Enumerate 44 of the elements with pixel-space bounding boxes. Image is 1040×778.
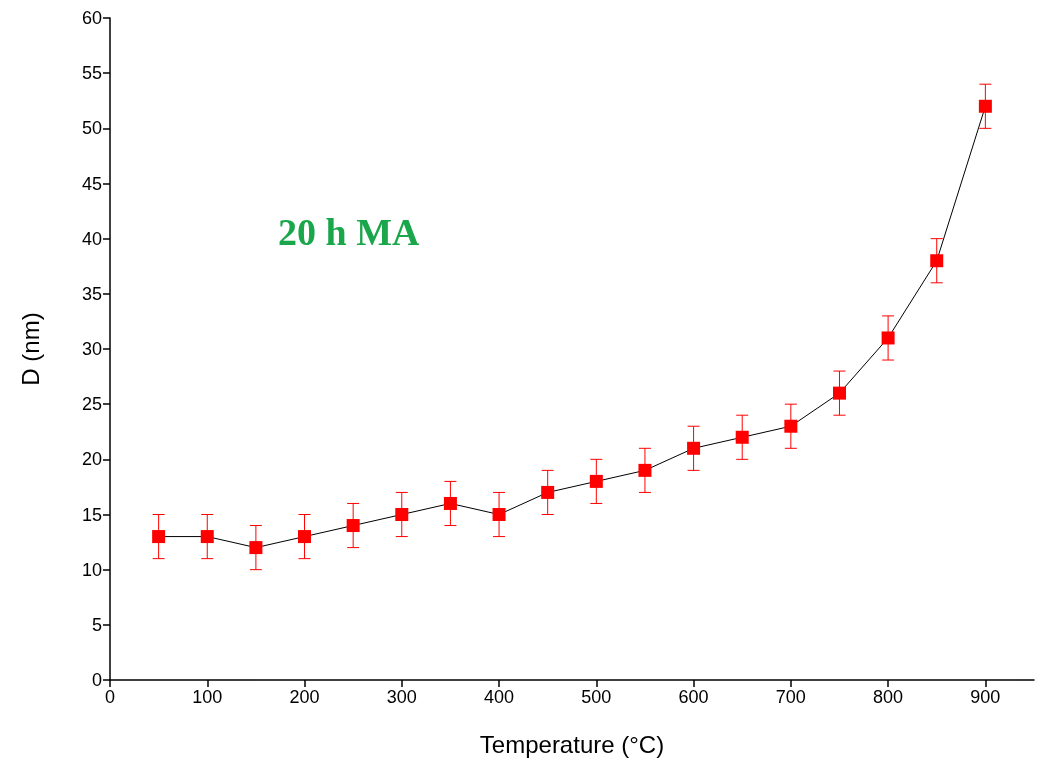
x-tick-label: 300 [386,687,417,707]
point [492,508,506,521]
y-tick-label: 40 [81,228,102,249]
annotation: 20 h MA [278,211,420,253]
x-tick-label: 600 [678,687,709,707]
point [298,530,312,544]
y-tick-label: 50 [81,118,102,139]
y-tick-label: 45 [81,173,102,194]
point [832,386,846,400]
x-tick-label: 0 [104,687,116,707]
point [541,485,555,499]
y-tick-label: 15 [81,504,102,525]
y-tick-label: 0 [91,670,102,690]
point [687,441,701,455]
point [735,430,749,444]
x-tick-label: 200 [289,687,320,707]
point [443,496,457,510]
x-tick-label: 700 [775,687,806,707]
y-tick-label: 25 [81,394,102,415]
x-axis-title: Temperature (°C) [479,730,665,758]
y-tick-label: 30 [81,339,102,359]
point [249,541,263,555]
point [638,463,652,477]
point [881,331,895,345]
point [200,530,214,544]
y-axis-title: D (nm) [16,312,44,386]
point [395,508,409,521]
point [152,530,166,544]
x-tick-label: 800 [873,687,904,707]
x-tick-label: 400 [484,687,515,707]
point [346,519,360,533]
y-tick-label: 5 [91,614,102,635]
y-tick-label: 60 [81,8,102,28]
x-tick-label: 500 [581,687,612,707]
point [784,419,798,433]
x-tick-label: 100 [192,687,223,707]
y-tick-label: 55 [81,63,102,84]
point [589,474,603,488]
y-tick-label: 20 [81,449,102,470]
x-tick-label: 900 [970,687,1001,707]
y-tick-label: 35 [81,283,102,304]
y-tick-label: 10 [81,559,102,580]
point [930,254,944,268]
point [978,99,992,113]
